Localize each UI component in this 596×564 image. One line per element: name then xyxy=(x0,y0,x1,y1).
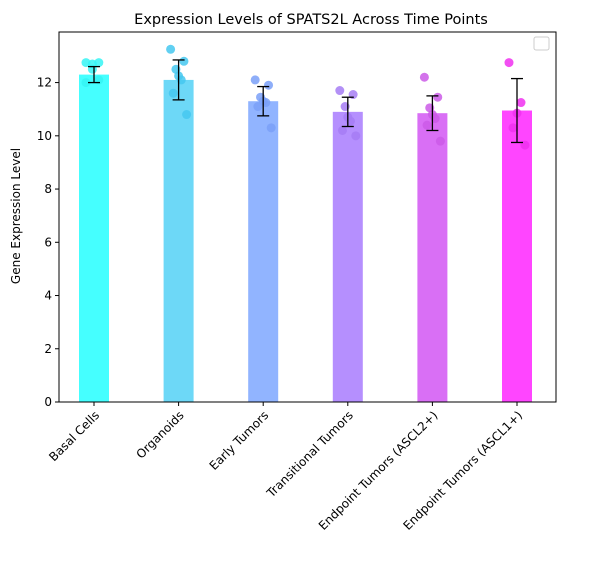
y-tick-label: 10 xyxy=(37,129,52,143)
bar-2 xyxy=(163,79,194,402)
plot-area: 0 2 4 6 8 10 12 Basal Cells Organoids Early Tumor… xyxy=(37,31,557,533)
y-tick-label: 12 xyxy=(37,76,52,90)
data-point xyxy=(250,75,260,85)
y-axis-label: Gene Expression Level xyxy=(9,148,23,284)
axes-frame xyxy=(58,31,557,403)
data-point xyxy=(335,86,345,96)
data-point xyxy=(516,98,526,108)
data-point xyxy=(253,102,263,112)
data-point xyxy=(433,92,443,102)
bar-5 xyxy=(417,113,448,403)
data-point xyxy=(422,120,432,130)
data-point xyxy=(81,78,91,88)
x-tick-label: Basal Cells xyxy=(46,408,102,464)
data-point xyxy=(508,123,518,133)
x-tick-label: Organoids xyxy=(133,408,186,461)
data-point xyxy=(435,136,445,146)
data-point xyxy=(182,110,192,120)
bar-3 xyxy=(248,101,279,403)
data-point xyxy=(94,58,104,68)
data-point xyxy=(166,44,176,54)
data-point xyxy=(337,125,347,135)
y-tick-label: 4 xyxy=(44,289,52,303)
y-tick-label: 0 xyxy=(44,395,52,409)
data-point xyxy=(179,56,189,66)
data-point xyxy=(264,80,274,90)
legend-box xyxy=(533,36,550,51)
bar-1 xyxy=(79,74,109,402)
y-tick-label: 8 xyxy=(44,182,52,196)
bar-6 xyxy=(502,110,532,402)
bar-4 xyxy=(332,111,363,403)
data-point xyxy=(419,72,429,82)
y-tick-label: 2 xyxy=(44,342,52,356)
data-point xyxy=(168,88,178,98)
chart-title: Expression Levels of SPATS2L Across Time… xyxy=(134,12,488,28)
x-tick-label: Early Tumors xyxy=(207,408,272,473)
y-tick-label: 6 xyxy=(44,235,52,249)
data-point xyxy=(351,131,361,141)
data-point xyxy=(504,58,514,68)
data-point xyxy=(266,123,276,133)
data-point xyxy=(81,58,91,68)
legend xyxy=(533,36,550,51)
x-tick-label: Transitional Tumors xyxy=(263,408,356,501)
